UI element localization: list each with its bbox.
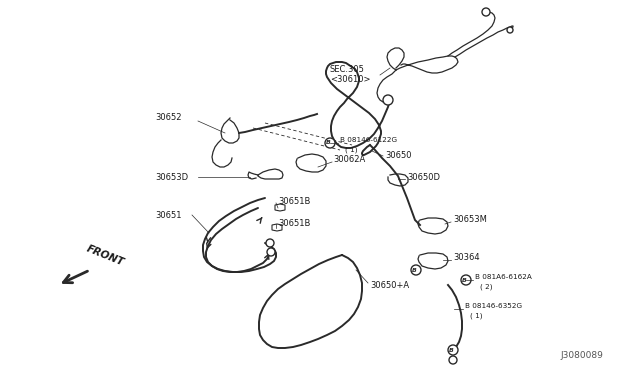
Text: 30653D: 30653D bbox=[155, 173, 188, 182]
Text: FRONT: FRONT bbox=[85, 244, 125, 268]
Text: ( 1): ( 1) bbox=[345, 147, 358, 153]
Text: <30610>: <30610> bbox=[330, 76, 371, 84]
Text: B: B bbox=[461, 278, 467, 282]
Circle shape bbox=[448, 345, 458, 355]
Circle shape bbox=[267, 248, 275, 256]
Text: ( 1): ( 1) bbox=[470, 313, 483, 319]
Circle shape bbox=[482, 8, 490, 16]
Text: B 08146-6352G: B 08146-6352G bbox=[465, 303, 522, 309]
Text: 30364: 30364 bbox=[453, 253, 479, 263]
Text: B: B bbox=[449, 347, 453, 353]
Text: 30650: 30650 bbox=[385, 151, 412, 160]
Text: B: B bbox=[326, 141, 330, 145]
Circle shape bbox=[449, 356, 457, 364]
Text: 30652: 30652 bbox=[155, 113, 182, 122]
Text: J3080089: J3080089 bbox=[560, 351, 603, 360]
Text: 30651B: 30651B bbox=[278, 218, 310, 228]
Circle shape bbox=[325, 138, 335, 148]
Text: 30062A: 30062A bbox=[333, 155, 365, 164]
Text: 30653M: 30653M bbox=[453, 215, 487, 224]
Text: 30651B: 30651B bbox=[278, 198, 310, 206]
Text: SEC.305: SEC.305 bbox=[330, 65, 365, 74]
Text: 30651: 30651 bbox=[155, 211, 182, 219]
Text: B: B bbox=[412, 267, 416, 273]
Text: B 081A6-6162A: B 081A6-6162A bbox=[475, 274, 532, 280]
Text: B 08146-6122G: B 08146-6122G bbox=[340, 137, 397, 143]
Circle shape bbox=[383, 95, 393, 105]
Circle shape bbox=[461, 275, 471, 285]
Circle shape bbox=[507, 27, 513, 33]
Text: 30650D: 30650D bbox=[407, 173, 440, 183]
Circle shape bbox=[411, 265, 421, 275]
Text: 30650+A: 30650+A bbox=[370, 280, 409, 289]
Circle shape bbox=[266, 239, 274, 247]
Text: ( 2): ( 2) bbox=[480, 284, 493, 290]
